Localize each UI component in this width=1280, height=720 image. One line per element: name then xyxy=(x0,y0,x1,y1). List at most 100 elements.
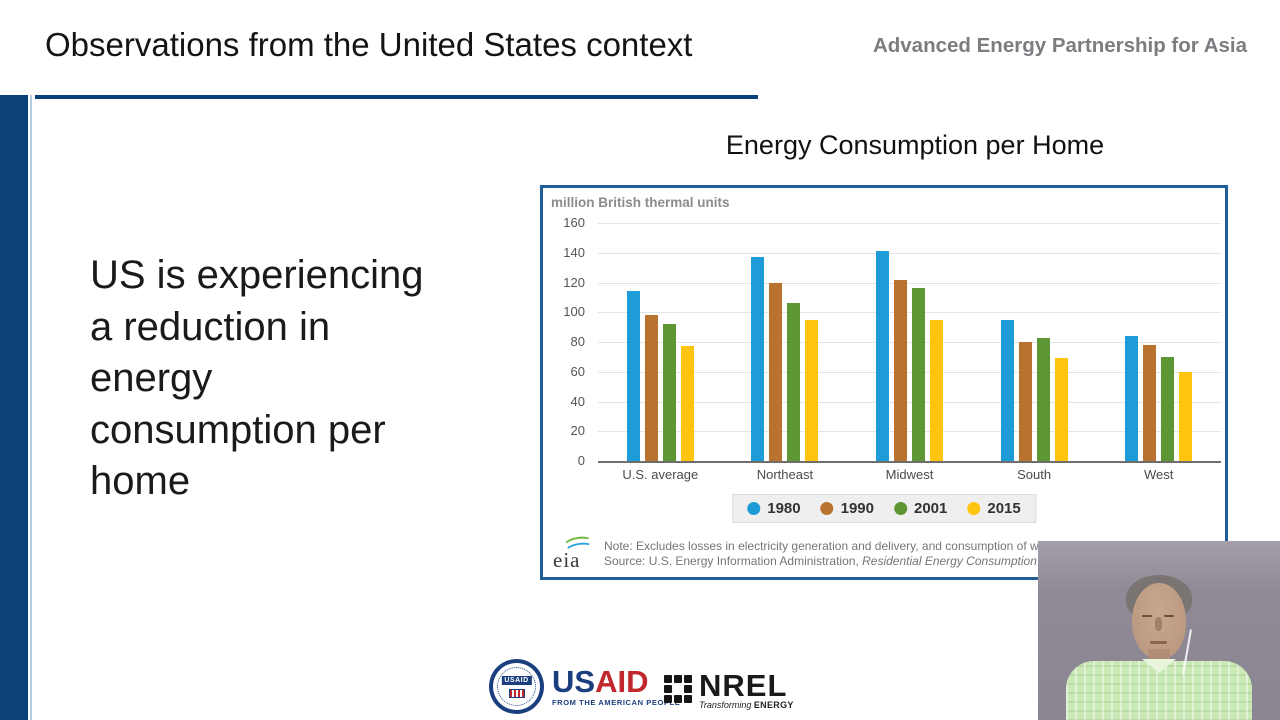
bar-2015-2 xyxy=(929,319,943,461)
legend-item-1990: 1990 xyxy=(820,500,874,517)
x-axis-line xyxy=(598,461,1221,463)
statement-line: a reduction in xyxy=(90,304,331,349)
legend-label: 2001 xyxy=(914,500,948,517)
gridline xyxy=(598,431,1221,433)
bar-2001-2 xyxy=(911,288,925,461)
bar-1990-4 xyxy=(1143,344,1157,461)
legend-item-1980: 1980 xyxy=(747,500,801,517)
legend-dot-icon xyxy=(820,502,834,515)
presenter-mouth xyxy=(1150,641,1167,644)
bar-group-northeast xyxy=(723,223,848,461)
y-tick-label: 100 xyxy=(563,304,585,320)
y-axis-unit-label: million British thermal units xyxy=(551,195,730,210)
bar-group-u-s-average xyxy=(598,223,723,461)
gridline xyxy=(598,342,1221,343)
y-tick-label: 40 xyxy=(570,393,585,409)
chart-notes: Note: Excludes losses in electricity gen… xyxy=(604,539,1039,569)
bar-2015-4 xyxy=(1179,371,1193,461)
chart-note: Note: Excludes losses in electricity gen… xyxy=(604,539,1039,553)
bar-1980-1 xyxy=(751,257,765,461)
bar-2015-0 xyxy=(680,346,694,461)
chart-title: Energy Consumption per Home xyxy=(725,130,1105,160)
nrel-wordmark: NREL Transforming ENERGY xyxy=(699,668,794,710)
gridline xyxy=(598,282,1221,284)
usaid-us: US xyxy=(552,663,596,699)
gridline xyxy=(598,371,1221,373)
nrel-logo: NREL Transforming ENERGY xyxy=(664,668,794,710)
legend-item-2001: 2001 xyxy=(894,500,947,517)
usaid-seal-banner: USAID xyxy=(501,676,532,685)
statement-line: consumption per xyxy=(90,407,386,452)
chart-panel: million British thermal units 160 140 120 1… xyxy=(540,185,1228,580)
bar-2015-1 xyxy=(805,319,819,461)
usaid-seal-icon: USAID xyxy=(489,659,544,714)
x-axis-label: South xyxy=(1017,467,1052,482)
x-axis-label: U.S. average xyxy=(622,467,699,482)
presenter-webcam-video xyxy=(1038,541,1280,720)
bar-2015-3 xyxy=(1054,358,1068,461)
bar-2001-3 xyxy=(1036,337,1050,461)
bar-1990-3 xyxy=(1018,342,1032,461)
program-name: Advanced Energy Partnership for Asia xyxy=(872,34,1247,57)
y-tick-label: 0 xyxy=(577,453,585,468)
y-tick-label: 140 xyxy=(563,244,585,260)
chart-source-publication: Residential Energy Consumption xyxy=(862,554,1037,568)
page-title: Observations from the United States cont… xyxy=(45,26,693,63)
nrel-wordmark-text: NREL xyxy=(699,668,788,703)
left-accent-thin-line xyxy=(30,95,32,720)
statement-line: US is experiencing xyxy=(90,253,424,297)
bar-1990-0 xyxy=(644,315,658,461)
gridline xyxy=(598,252,1221,254)
nrel-mark-icon xyxy=(664,675,692,703)
presenter-face xyxy=(1132,583,1186,659)
key-statement: US is experiencing a reduction in energy… xyxy=(90,250,490,508)
bar-1980-3 xyxy=(1000,319,1014,461)
usaid-tagline: FROM THE AMERICAN PEOPLE xyxy=(552,697,681,707)
y-tick-label: 120 xyxy=(563,274,585,290)
chart-source-prefix: Source: U.S. Energy Information Administ… xyxy=(604,554,863,568)
bar-1990-1 xyxy=(769,282,783,461)
gridline xyxy=(598,401,1221,403)
presenter-eye xyxy=(1164,615,1174,617)
usaid-seal-shield-icon xyxy=(508,689,525,698)
chart-note-row: eia Note: Excludes losses in electricity… xyxy=(551,534,1225,572)
legend-label: 1990 xyxy=(840,500,874,517)
title-underline xyxy=(35,95,758,99)
x-axis-label: Midwest xyxy=(885,467,934,482)
statement-line: home xyxy=(90,459,191,503)
bar-2001-0 xyxy=(662,324,676,461)
y-tick-label: 80 xyxy=(570,334,585,349)
eia-logo: eia xyxy=(551,534,595,572)
y-axis-labels: 160 140 120 100 80 60 40 20 0 xyxy=(543,188,587,577)
y-tick-label: 160 xyxy=(563,215,585,230)
plot-area xyxy=(598,223,1221,461)
legend-label: 1980 xyxy=(767,500,801,517)
y-tick-label: 20 xyxy=(570,423,585,439)
eia-logo-text: eia xyxy=(553,548,581,572)
bar-group-midwest xyxy=(847,223,972,461)
bar-2001-1 xyxy=(787,303,801,461)
statement-line: energy xyxy=(90,356,213,400)
bar-1980-0 xyxy=(626,291,640,461)
bar-group-south xyxy=(972,223,1097,461)
legend-item-2015: 2015 xyxy=(967,500,1021,517)
legend-label: 2015 xyxy=(987,500,1021,517)
legend-dot-icon xyxy=(747,502,761,515)
chart-source: Source: U.S. Energy Information Administ… xyxy=(604,554,1039,569)
usaid-wordmark-text: USAID xyxy=(552,663,680,699)
bar-1980-2 xyxy=(875,251,889,461)
x-axis-label: Northeast xyxy=(756,467,814,482)
usaid-wordmark: USAID FROM THE AMERICAN PEOPLE xyxy=(552,663,681,707)
gridlines xyxy=(598,188,1221,577)
bar-1990-2 xyxy=(893,279,907,461)
usaid-logo: USAID USAID FROM THE AMERICAN PEOPLE xyxy=(489,659,680,714)
nrel-tagline: Transforming ENERGY xyxy=(699,700,794,710)
bar-1980-4 xyxy=(1125,336,1139,461)
presenter-eye xyxy=(1142,615,1152,617)
bar-group-west xyxy=(1096,223,1221,461)
x-axis-labels: U.S. average Northeast Midwest South West xyxy=(598,467,1221,482)
bar-2001-4 xyxy=(1161,356,1175,461)
gridline xyxy=(598,223,1221,224)
chart-legend: 1980 1990 2001 2015 xyxy=(732,494,1036,523)
